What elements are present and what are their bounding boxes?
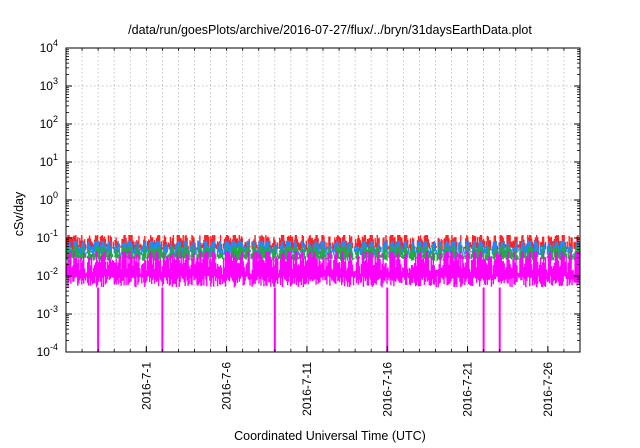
y-tick-label: 104 — [40, 38, 58, 55]
y-tick-label: 10-4 — [37, 342, 58, 359]
y-tick-label: 10-1 — [37, 228, 58, 245]
y-axis-label: cSv/day — [12, 191, 26, 236]
x-tick-label: 2016-7-6 — [220, 362, 234, 410]
x-axis-ticks: 2016-7-1 2016-7-6 2016-7-11 2016-7-16 2016-7… — [81, 48, 565, 417]
y-tick-label: 10-2 — [37, 266, 58, 283]
x-tick-label: 2016-7-11 — [300, 362, 314, 416]
x-tick-label: 2016-7-1 — [139, 362, 153, 410]
x-tick-label: 2016-7-21 — [461, 362, 475, 417]
chart-title: /data/run/goesPlots/archive/2016-07-27/f… — [128, 23, 532, 37]
x-axis-label: Coordinated Universal Time (UTC) — [234, 429, 426, 443]
plot-area — [66, 235, 580, 352]
series-layer — [66, 235, 580, 352]
series-trace — [66, 251, 580, 288]
x-tick-label: 2016-7-16 — [380, 362, 394, 417]
y-tick-label: 10-3 — [37, 304, 58, 321]
y-axis-ticks: 10-4 10-3 10-2 10-1 100 101 102 103 104 — [37, 38, 580, 359]
y-tick-label: 103 — [40, 76, 58, 93]
y-tick-label: 102 — [40, 114, 58, 131]
grid-lines — [66, 48, 580, 352]
x-tick-label: 2016-7-26 — [541, 362, 555, 417]
y-tick-label: 101 — [40, 152, 58, 169]
y-tick-label: 100 — [40, 190, 58, 207]
